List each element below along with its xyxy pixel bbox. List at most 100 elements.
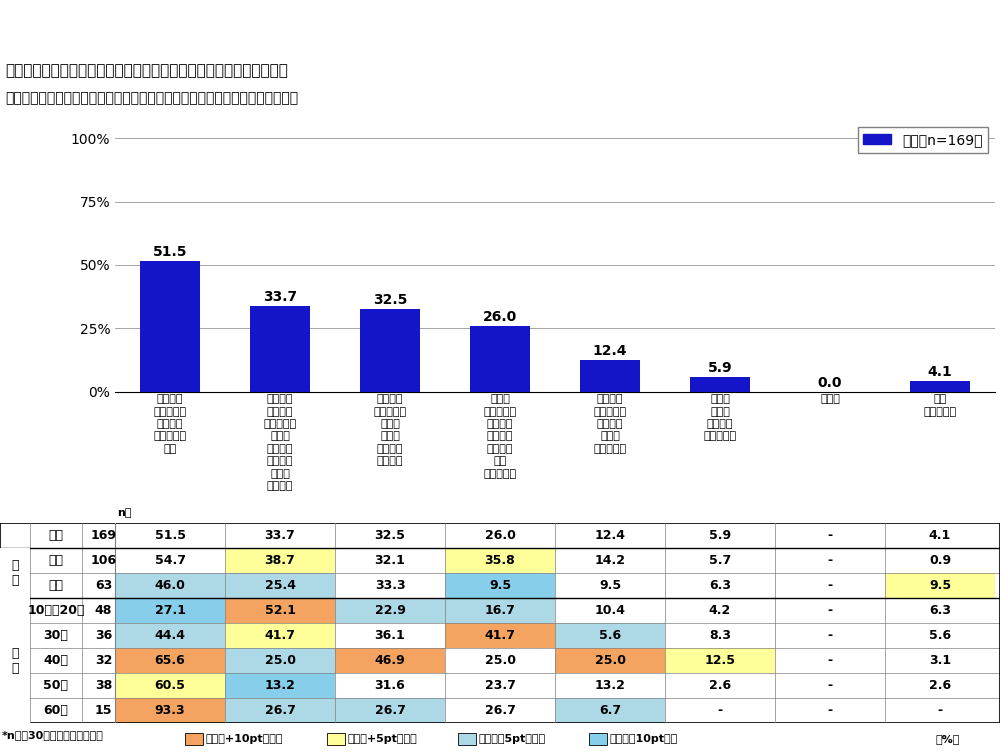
Text: その他: その他 bbox=[820, 395, 840, 404]
Text: 6.7: 6.7 bbox=[599, 704, 621, 717]
Text: 15: 15 bbox=[95, 704, 112, 717]
Bar bbox=[185, 733, 203, 745]
Text: 52.1: 52.1 bbox=[264, 604, 296, 617]
Text: 41.7: 41.7 bbox=[264, 629, 296, 642]
Text: 54.7: 54.7 bbox=[154, 554, 186, 567]
Text: 対象：商品を購入するときに、価格よりも温室効果ガス削減効果を重視する人: 対象：商品を購入するときに、価格よりも温室効果ガス削減効果を重視する人 bbox=[5, 91, 298, 105]
Bar bbox=[225, 598, 335, 623]
Bar bbox=[115, 573, 225, 598]
Text: 温室効果
ガス削減が
重要だと
思っている
から: 温室効果 ガス削減が 重要だと 思っている から bbox=[153, 395, 187, 454]
Text: 26.0: 26.0 bbox=[485, 529, 515, 542]
Text: 温室効果
ガス削減は
商品の
価値の
一つだと
思うから: 温室効果 ガス削減は 商品の 価値の 一つだと 思うから bbox=[373, 395, 407, 466]
Text: 全体比－5pt以下／: 全体比－5pt以下／ bbox=[479, 734, 546, 744]
Bar bbox=[225, 698, 335, 723]
Text: -: - bbox=[827, 654, 833, 667]
Text: 33.7: 33.7 bbox=[265, 529, 295, 542]
Text: 23.7: 23.7 bbox=[485, 679, 515, 692]
Text: 価格よりも温室効果ガス削減効果を重視する理由　［複数回答形式］: 価格よりも温室効果ガス削減効果を重視する理由 ［複数回答形式］ bbox=[5, 63, 288, 78]
Bar bbox=[470, 326, 530, 392]
Text: 65.6: 65.6 bbox=[155, 654, 185, 667]
Text: 0.9: 0.9 bbox=[929, 554, 951, 567]
Bar bbox=[445, 573, 555, 598]
Text: -: - bbox=[827, 579, 833, 592]
Text: 26.7: 26.7 bbox=[485, 704, 515, 717]
Text: 13.2: 13.2 bbox=[265, 679, 295, 692]
Text: n数: n数 bbox=[117, 508, 132, 518]
Text: 60.5: 60.5 bbox=[155, 679, 185, 692]
Text: 12.4: 12.4 bbox=[594, 529, 626, 542]
Text: 31.6: 31.6 bbox=[375, 679, 405, 692]
Bar bbox=[445, 548, 555, 573]
Bar bbox=[445, 623, 555, 648]
Text: 40代: 40代 bbox=[44, 654, 68, 667]
Text: 60代: 60代 bbox=[44, 704, 68, 717]
Bar bbox=[555, 648, 665, 673]
Text: 5.6: 5.6 bbox=[929, 629, 951, 642]
Text: 25.4: 25.4 bbox=[264, 579, 296, 592]
Text: 男
女: 男 女 bbox=[11, 559, 19, 587]
Text: 32.5: 32.5 bbox=[373, 293, 407, 307]
Text: 63: 63 bbox=[95, 579, 112, 592]
Text: -: - bbox=[827, 604, 833, 617]
Bar bbox=[555, 623, 665, 648]
Text: 106: 106 bbox=[90, 554, 117, 567]
Text: 25.0: 25.0 bbox=[594, 654, 626, 667]
Text: 節電や
ランニング
コストの
観点で、
最終的に
元が
取れるから: 節電や ランニング コストの 観点で、 最終的に 元が 取れるから bbox=[483, 395, 517, 479]
Text: 女性: 女性 bbox=[48, 579, 64, 592]
Text: 50代: 50代 bbox=[44, 679, 68, 692]
Text: 30代: 30代 bbox=[44, 629, 68, 642]
Text: 38.7: 38.7 bbox=[265, 554, 295, 567]
Text: 32: 32 bbox=[95, 654, 112, 667]
Text: 年
代: 年 代 bbox=[11, 647, 19, 675]
Text: 2.6: 2.6 bbox=[709, 679, 731, 692]
Text: 10代・20代: 10代・20代 bbox=[27, 604, 85, 617]
Text: -: - bbox=[827, 554, 833, 567]
Bar bbox=[588, 733, 606, 745]
Legend: 全体［n=169］: 全体［n=169］ bbox=[858, 127, 988, 153]
Text: 0.0: 0.0 bbox=[818, 376, 842, 389]
Text: 35.8: 35.8 bbox=[485, 554, 515, 567]
Text: 価格を
あまり
重視して
いないから: 価格を あまり 重視して いないから bbox=[703, 395, 737, 441]
Text: 27.1: 27.1 bbox=[154, 604, 186, 617]
Text: 26.7: 26.7 bbox=[265, 704, 295, 717]
Bar bbox=[0, 598, 30, 723]
Text: 8.3: 8.3 bbox=[709, 629, 731, 642]
Bar bbox=[326, 733, 344, 745]
Text: 全体: 全体 bbox=[48, 529, 64, 542]
Bar bbox=[335, 598, 445, 623]
Text: *n数が30未満の属性は参考値: *n数が30未満の属性は参考値 bbox=[2, 730, 104, 740]
Text: 93.3: 93.3 bbox=[155, 704, 185, 717]
Text: 25.0: 25.0 bbox=[484, 654, 516, 667]
Text: 46.0: 46.0 bbox=[155, 579, 185, 592]
Bar bbox=[225, 548, 335, 573]
Text: -: - bbox=[827, 679, 833, 692]
Bar bbox=[335, 698, 445, 723]
Text: 22.9: 22.9 bbox=[375, 604, 405, 617]
Bar bbox=[225, 648, 335, 673]
Text: 9.5: 9.5 bbox=[489, 579, 511, 592]
Text: 41.7: 41.7 bbox=[484, 629, 516, 642]
Text: 26.7: 26.7 bbox=[375, 704, 405, 717]
Text: 169: 169 bbox=[91, 529, 117, 542]
Text: -: - bbox=[827, 629, 833, 642]
Text: 33.3: 33.3 bbox=[375, 579, 405, 592]
Bar bbox=[580, 360, 640, 392]
Text: 5.6: 5.6 bbox=[599, 629, 621, 642]
Text: 12.4: 12.4 bbox=[593, 344, 627, 358]
Text: 16.7: 16.7 bbox=[485, 604, 515, 617]
Text: 4.2: 4.2 bbox=[709, 604, 731, 617]
Bar bbox=[910, 381, 970, 392]
Text: （%）: （%） bbox=[935, 734, 959, 744]
Text: 6.3: 6.3 bbox=[709, 579, 731, 592]
Text: 温室効果
ガス削減
効果のある
商品に
補助金や
税制優遇
制度が
あるから: 温室効果 ガス削減 効果のある 商品に 補助金や 税制優遇 制度が あるから bbox=[263, 395, 297, 491]
Bar bbox=[115, 598, 225, 623]
Text: 10.4: 10.4 bbox=[594, 604, 626, 617]
Bar bbox=[445, 598, 555, 623]
Bar bbox=[225, 673, 335, 698]
Text: 5.7: 5.7 bbox=[709, 554, 731, 567]
Text: 51.5: 51.5 bbox=[154, 529, 186, 542]
Text: 51.5: 51.5 bbox=[153, 245, 187, 259]
Text: 温室効果
ガス削減に
貢献する
実感が
持てるから: 温室効果 ガス削減に 貢献する 実感が 持てるから bbox=[593, 395, 627, 454]
Text: 9.5: 9.5 bbox=[599, 579, 621, 592]
Bar bbox=[0, 548, 30, 598]
